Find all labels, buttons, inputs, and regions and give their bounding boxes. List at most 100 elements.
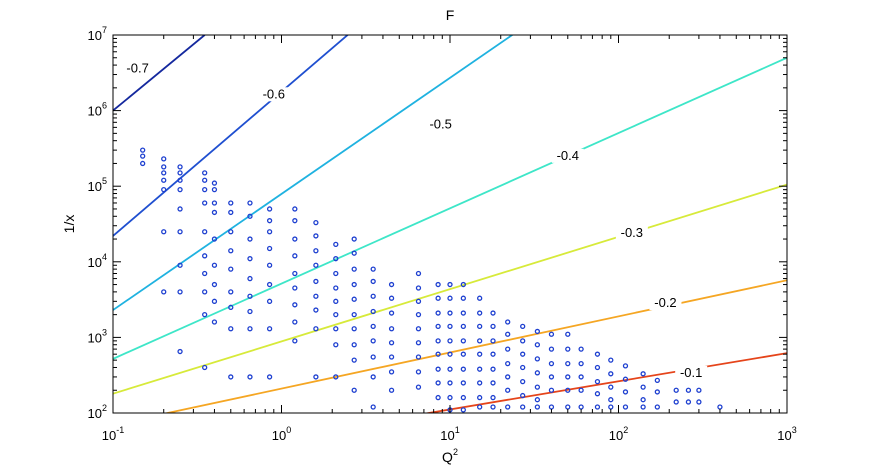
- data-point: [490, 366, 496, 372]
- data-point: [477, 380, 483, 386]
- data-point: [140, 153, 146, 159]
- data-point: [161, 170, 167, 176]
- data-point: [548, 346, 555, 352]
- tick-layer: 10-1 100 101 102 103 102 103 104 105 106 107: [88, 25, 797, 443]
- data-point: [673, 387, 679, 393]
- data-point: [228, 200, 234, 206]
- data-point: [435, 281, 441, 288]
- data-point: [313, 278, 319, 285]
- data-point: [388, 369, 395, 375]
- data-point: [140, 147, 146, 153]
- data-point: [608, 357, 614, 363]
- data-point: [177, 348, 183, 355]
- data-point: [292, 206, 298, 212]
- data-point: [490, 310, 496, 316]
- data-point: [228, 289, 234, 295]
- data-point: [477, 366, 483, 372]
- data-point: [313, 293, 319, 299]
- y-tick-label: 105: [88, 176, 107, 194]
- data-point: [608, 397, 614, 403]
- data-point: [313, 262, 319, 268]
- data-point: [266, 326, 273, 332]
- data-point: [594, 364, 601, 371]
- y-tick-label: 102: [88, 403, 107, 421]
- data-point: [640, 397, 646, 403]
- data-point: [490, 323, 496, 330]
- y-tick-label: 103: [88, 327, 107, 345]
- data-point: [477, 310, 483, 316]
- data-point: [490, 351, 496, 357]
- data-point: [266, 245, 273, 252]
- data-point: [520, 338, 526, 344]
- data-point: [490, 380, 496, 386]
- data-point: [460, 366, 466, 372]
- data-point: [477, 394, 483, 401]
- data-point: [520, 323, 526, 330]
- contour-label: -0.1: [680, 365, 702, 380]
- x-tick-label: 100: [272, 425, 291, 443]
- data-point: [490, 394, 496, 401]
- data-point: [313, 326, 319, 332]
- data-point: [388, 310, 395, 316]
- data-point: [505, 404, 511, 410]
- data-point: [161, 156, 167, 162]
- data-point: [292, 253, 298, 259]
- data-point: [608, 404, 614, 410]
- data-point: [654, 389, 660, 395]
- data-point: [388, 340, 395, 346]
- data-point: [247, 374, 253, 380]
- data-point: [435, 366, 441, 372]
- data-point: [578, 387, 584, 393]
- data-point: [351, 266, 357, 272]
- data-point: [161, 289, 167, 295]
- data-point: [460, 394, 466, 401]
- data-point: [435, 380, 441, 386]
- data-point: [622, 376, 629, 382]
- contour-label-bg: [121, 61, 154, 76]
- data-point: [211, 187, 218, 193]
- data-point: [548, 331, 555, 337]
- contour-label-bg: [675, 365, 708, 380]
- data-point: [292, 302, 298, 308]
- data-point: [351, 281, 357, 288]
- data-point: [161, 187, 167, 193]
- data-point: [211, 281, 218, 288]
- data-point: [447, 338, 453, 344]
- data-point: [415, 311, 422, 318]
- data-point: [534, 384, 541, 390]
- contour-label-layer: -0.7 -0.6 -0.5 -0.4 -0.3 -0.2 -0.1: [121, 60, 708, 380]
- data-point: [228, 209, 234, 216]
- data-point: [548, 404, 555, 410]
- data-point: [388, 295, 395, 301]
- data-point: [447, 281, 453, 288]
- data-point: [333, 374, 339, 380]
- data-point: [460, 338, 466, 344]
- data-point: [202, 229, 208, 235]
- contour-line: [113, 35, 349, 237]
- contour-label: -0.2: [654, 295, 676, 310]
- data-point: [177, 262, 183, 268]
- data-point: [370, 374, 376, 380]
- data-point: [292, 218, 298, 224]
- data-point: [292, 338, 298, 344]
- data-point: [460, 323, 466, 330]
- data-point: [161, 177, 167, 183]
- data-point: [520, 351, 526, 357]
- data-point: [202, 187, 208, 193]
- contour-label-bg: [649, 296, 682, 311]
- data-point: [415, 270, 422, 277]
- data-point: [578, 404, 584, 410]
- data-point: [370, 278, 376, 285]
- data-point: [447, 310, 453, 316]
- data-point: [313, 307, 319, 313]
- data-point: [447, 380, 453, 386]
- data-point: [548, 374, 555, 380]
- data-point: [351, 236, 357, 242]
- data-point: [247, 256, 253, 262]
- data-point: [177, 206, 183, 212]
- contour-label-bg: [257, 87, 290, 102]
- data-point: [548, 387, 555, 393]
- data-point: [505, 387, 511, 393]
- data-point: [247, 326, 253, 332]
- data-point: [640, 404, 646, 410]
